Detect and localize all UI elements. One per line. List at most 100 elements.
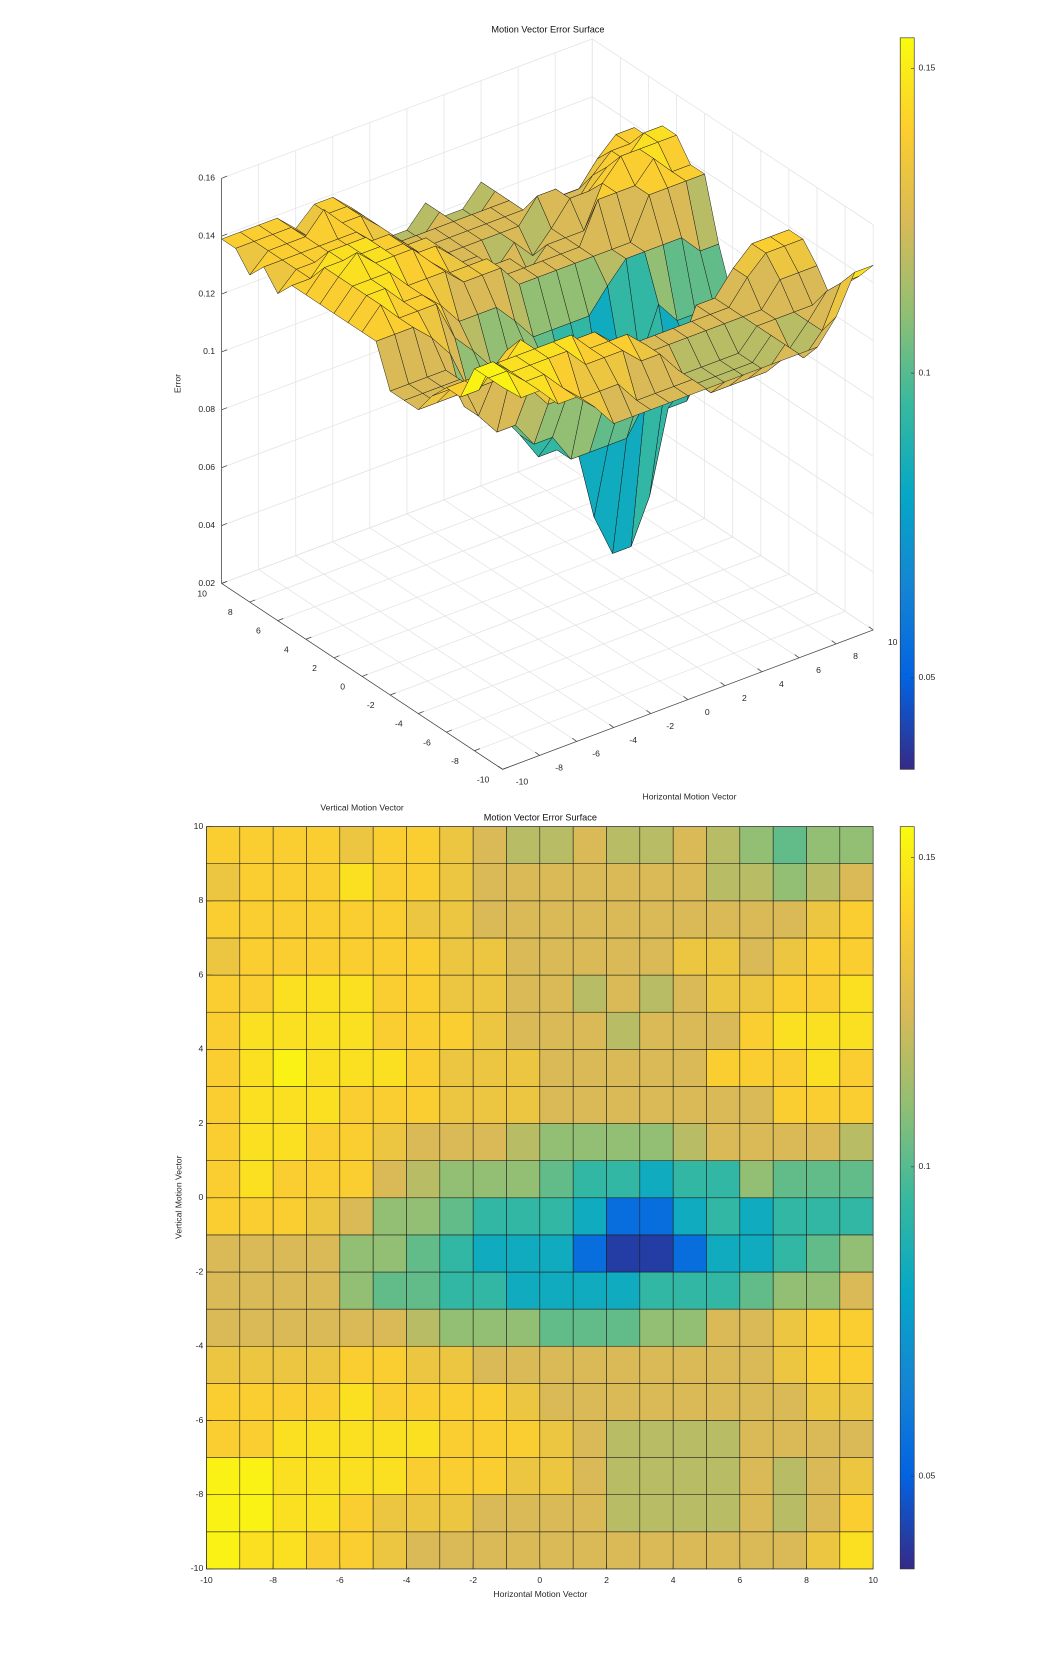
heatmap-cell bbox=[539, 900, 574, 939]
colorbar-tick-label: 0.05 bbox=[919, 1470, 936, 1480]
heatmap-cell bbox=[406, 826, 441, 865]
heatmap-cell bbox=[206, 1197, 241, 1236]
heatmap-cell bbox=[539, 1420, 574, 1458]
x-tick-label: 4 bbox=[779, 679, 784, 689]
heatmap-cell bbox=[839, 937, 874, 976]
tick bbox=[221, 407, 228, 411]
heatmap-cell bbox=[406, 974, 441, 1013]
heatmap-cell bbox=[706, 863, 741, 902]
heatmap-cell bbox=[439, 1457, 474, 1495]
heatmap-cell bbox=[739, 1049, 774, 1087]
heatmap-cell bbox=[372, 974, 407, 1013]
heatmap-cell bbox=[539, 1049, 574, 1087]
heatmap-cell bbox=[439, 1011, 474, 1050]
heatmap-cell bbox=[339, 1420, 374, 1458]
tick bbox=[221, 175, 228, 179]
tick bbox=[333, 655, 340, 659]
y-tick-label: 6 bbox=[256, 626, 261, 636]
x-axis-label: Horizontal Motion Vector bbox=[642, 792, 736, 802]
heatmap-cell bbox=[572, 1049, 607, 1087]
y-tick-label: 0 bbox=[340, 682, 345, 692]
heatmap-cell bbox=[539, 1123, 574, 1161]
x-tick-label: 10 bbox=[868, 1575, 878, 1585]
heatmap-cell bbox=[672, 1086, 707, 1124]
y-tick-label: -6 bbox=[423, 737, 431, 747]
tick bbox=[794, 654, 800, 659]
heatmap-cell bbox=[639, 1197, 674, 1236]
surface-title: Motion Vector Error Surface bbox=[491, 25, 604, 35]
y-tick-label: 2 bbox=[312, 663, 317, 673]
heatmap-cell bbox=[206, 937, 241, 976]
heatmap-cell bbox=[606, 1457, 641, 1495]
x-tick-label: -2 bbox=[666, 721, 674, 731]
heatmap-cell bbox=[639, 1494, 674, 1533]
heatmap-cell bbox=[739, 1197, 774, 1236]
y-tick-label: 2 bbox=[198, 1118, 203, 1128]
heatmap-cell bbox=[639, 1345, 674, 1384]
heatmap-cell bbox=[772, 1345, 807, 1384]
heatmap-cell bbox=[239, 826, 274, 865]
x-tick-label: -4 bbox=[629, 735, 637, 745]
heatmap-cell bbox=[406, 900, 441, 939]
heatmap-cell bbox=[506, 1383, 541, 1421]
heatmap-cell bbox=[839, 1197, 874, 1236]
heatmap-cell bbox=[739, 1494, 774, 1533]
heatmap-cell bbox=[406, 1457, 441, 1495]
heatmap-cell bbox=[206, 974, 241, 1013]
heatmap-cell bbox=[472, 1123, 507, 1161]
heatmap-cell bbox=[206, 1049, 241, 1087]
grid-line bbox=[333, 518, 705, 659]
heatmap-cell bbox=[706, 1086, 741, 1124]
heatmap-cell bbox=[706, 1271, 741, 1310]
grid-line bbox=[474, 611, 846, 752]
heatmap-cell bbox=[206, 1457, 241, 1495]
x-axis-label: Horizontal Motion Vector bbox=[493, 1589, 587, 1599]
heatmap-cell bbox=[706, 1308, 741, 1347]
heatmap-cell bbox=[606, 1234, 641, 1273]
heatmap-cell bbox=[639, 1049, 674, 1087]
heatmap-cell bbox=[639, 900, 674, 939]
heatmap-cell bbox=[706, 1457, 741, 1495]
heatmap-cell bbox=[439, 937, 474, 976]
heatmap-cell bbox=[239, 1308, 274, 1347]
heatmap-cell bbox=[339, 1160, 374, 1199]
heatmap-cell bbox=[372, 1049, 407, 1087]
heatmap-cell bbox=[639, 1383, 674, 1421]
heatmap-cell bbox=[472, 1086, 507, 1124]
heatmap-cell bbox=[306, 1011, 341, 1050]
heatmap-cell bbox=[539, 1234, 574, 1273]
heatmap-cell bbox=[572, 1494, 607, 1533]
heatmap-cell bbox=[306, 1494, 341, 1533]
heatmap-cell bbox=[606, 1123, 641, 1161]
heatmap-cell bbox=[372, 937, 407, 976]
heatmap-cell bbox=[372, 1383, 407, 1421]
tick bbox=[474, 748, 480, 752]
heatmap-cell bbox=[272, 1160, 307, 1199]
z-tick-label: 0.12 bbox=[198, 288, 215, 298]
heatmap-cell bbox=[472, 900, 507, 939]
surface bbox=[221, 125, 874, 554]
heatmap-cell bbox=[806, 1011, 841, 1050]
heatmap-cell bbox=[739, 1086, 774, 1124]
heatmap-cell bbox=[506, 1160, 541, 1199]
x-tick-label: 8 bbox=[804, 1575, 809, 1585]
tick bbox=[646, 710, 652, 714]
heatmap-cell bbox=[606, 1383, 641, 1421]
heatmap-cell bbox=[806, 1308, 841, 1347]
y-tick-label: 10 bbox=[194, 821, 204, 831]
heatmap-cell bbox=[739, 1271, 774, 1310]
heatmap-cell bbox=[406, 1197, 441, 1236]
heatmap-cell bbox=[272, 1197, 307, 1236]
heatmap-cell bbox=[439, 1531, 474, 1570]
heatmap-cell bbox=[339, 1345, 374, 1384]
tick bbox=[277, 618, 284, 622]
heatmap-cell bbox=[439, 1308, 474, 1347]
heatmap-cell bbox=[572, 1197, 607, 1236]
heatmap-cell bbox=[372, 1234, 407, 1273]
heatmap-cell bbox=[439, 1383, 474, 1421]
heatmap-cell bbox=[472, 1271, 507, 1310]
tick bbox=[221, 465, 228, 469]
z-tick-label: 0.02 bbox=[198, 578, 215, 588]
x-tick-label: 10 bbox=[888, 637, 898, 647]
z-tick-label: 0.06 bbox=[198, 462, 215, 472]
